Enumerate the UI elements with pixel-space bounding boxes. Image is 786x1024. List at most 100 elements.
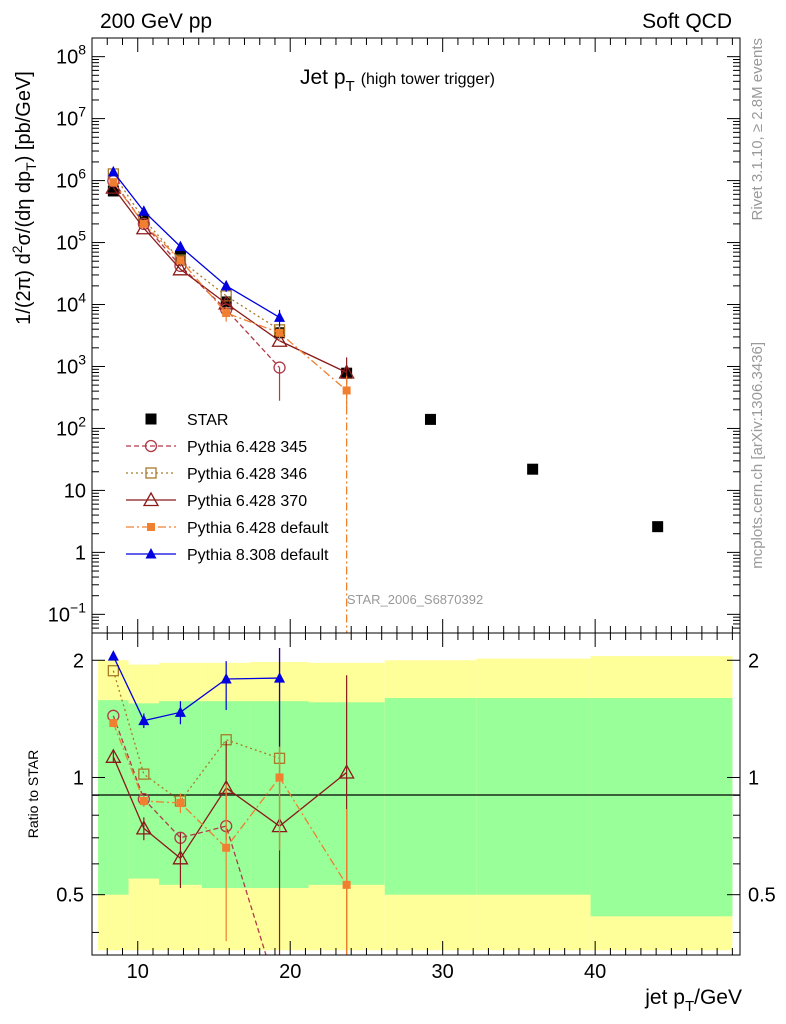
y-tick-label: 103: [56, 351, 86, 378]
data-point: [275, 328, 284, 337]
legend-entry-pythia-6-428-default: Pythia 6.428 default: [126, 520, 329, 537]
data-point: [222, 843, 231, 852]
data-point: [137, 217, 150, 231]
main-y-axis: 10−1 1 10 102 103 104 105 106 107 108: [48, 37, 740, 634]
main-y-axis-label: 1/(2π) d2σ/(dη dpT) [pb/GeV]: [9, 71, 39, 325]
ratio-y-tick-label-right: 2: [748, 650, 759, 672]
analysis-label: STAR_2006_S6870392: [347, 592, 483, 607]
data-point: [139, 797, 148, 806]
ratio-y-tick-label: 1: [73, 767, 84, 789]
y-tick-label: 107: [56, 104, 86, 131]
ratio-series-layer: [105, 648, 355, 955]
ratio-y-tick-label: 2: [73, 650, 84, 672]
data-point: [342, 880, 351, 889]
data-point: [220, 279, 232, 291]
data-point: [274, 311, 286, 322]
series-line: [112, 181, 348, 391]
main-plot: 10−1 1 10 102 103 104 105 106 107 108 Jet pT (high…: [9, 37, 741, 634]
data-point: [107, 185, 119, 197]
data-point: [105, 748, 122, 763]
main-series-layer: [105, 165, 664, 633]
legend-marker: [144, 439, 158, 453]
ratio-band-inner: [128, 703, 160, 879]
x-axis-label: jet pT/GeV: [644, 986, 742, 1015]
series-line: [112, 171, 280, 318]
x-axis: 10 20 30 40: [106, 38, 733, 983]
y-tick-label: 10−1: [48, 599, 86, 626]
x-tick-label: 40: [584, 961, 606, 983]
data-point: [176, 256, 185, 265]
y-tick-label: 102: [56, 413, 86, 440]
data-point: [275, 773, 284, 782]
data-point: [174, 240, 186, 252]
legend-marker: [145, 467, 157, 479]
data-point: [220, 673, 232, 684]
series-line: [112, 180, 281, 369]
plot-title: Jet pT (high tower trigger): [300, 66, 495, 95]
ratio-band-inner: [98, 700, 129, 895]
x-tick-label: 10: [127, 961, 149, 983]
side-label-top: Rivet 3.1.10, ≥ 2.8M events: [749, 38, 766, 221]
data-point: [652, 521, 664, 533]
y-tick-label: 108: [56, 42, 86, 69]
data-point: [107, 650, 119, 661]
legend-entry-pythia-6-428-346: Pythia 6.428 346: [126, 466, 307, 483]
ratio-series-pythia-8-308-default: [107, 648, 286, 747]
series-line: [112, 756, 348, 860]
legend-marker: [147, 523, 155, 531]
legend-label: Pythia 6.428 345: [187, 439, 307, 456]
data-point: [220, 296, 232, 308]
ratio-plot: 0.5 0.5 1 1 2 2 10 20 30 40 Ratio to STAR jet pT…: [25, 38, 776, 1015]
y-tick-label: 1: [75, 542, 86, 564]
legend-label: Pythia 6.428 370: [187, 493, 307, 510]
x-tick-label: 30: [432, 961, 454, 983]
series-pythia-6-428-345: [107, 174, 286, 401]
legend-marker: [145, 548, 157, 559]
legend-label: Pythia 6.428 346: [187, 466, 307, 483]
series-line: [112, 187, 347, 374]
x-tick-label: 20: [279, 961, 301, 983]
data-point: [109, 719, 118, 728]
series-line: [112, 715, 267, 955]
legend: STAR Pythia 6.428 345 Pythia 6.428 346 Pyth…: [126, 412, 329, 564]
data-point: [273, 361, 286, 374]
data-point: [174, 706, 186, 717]
series-line: [112, 173, 280, 331]
data-point: [138, 205, 150, 216]
data-point: [109, 178, 118, 187]
ratio-y-tick-label-right: 0.5: [748, 885, 776, 907]
legend-entry-pythia-6-428-370: Pythia 6.428 370: [126, 491, 307, 510]
data-point: [338, 764, 355, 779]
ratio-y-tick-label: 0.5: [56, 885, 84, 907]
y-tick-label: 10: [64, 480, 86, 502]
header-right-label: Soft QCD: [642, 10, 732, 33]
series-line: [112, 722, 348, 886]
plot-title-text: Jet pT (high tower trigger): [300, 66, 495, 95]
series-pythia-6-428-346: [107, 168, 286, 336]
ratio-band-inner: [476, 698, 591, 895]
y-tick-label: 105: [56, 228, 86, 255]
ratio-band-inner: [590, 698, 733, 917]
data-point: [107, 665, 119, 677]
data-point: [135, 820, 152, 835]
data-point: [139, 219, 148, 228]
legend-label: STAR: [187, 412, 228, 429]
legend-label: Pythia 6.428 default: [187, 520, 329, 537]
data-point: [172, 849, 189, 865]
ratio-y-tick-label-right: 1: [748, 767, 759, 789]
header-left-label: 200 GeV pp: [100, 10, 212, 33]
ratio-y-axis-label: Ratio to STAR: [25, 750, 41, 838]
legend-marker: [142, 491, 160, 507]
ratio-bands: [98, 656, 733, 951]
data-point: [138, 768, 150, 780]
legend-entry-pythia-8-308-default: Pythia 8.308 default: [126, 547, 329, 564]
data-point: [107, 165, 119, 177]
x-axis-label-text: jet pT/GeV: [644, 986, 742, 1015]
legend-label: Pythia 8.308 default: [187, 547, 329, 564]
ratio-band-inner: [384, 698, 477, 895]
data-point: [222, 308, 231, 317]
legend-marker: [145, 413, 157, 425]
data-point: [138, 714, 150, 726]
series-line: [112, 670, 280, 802]
